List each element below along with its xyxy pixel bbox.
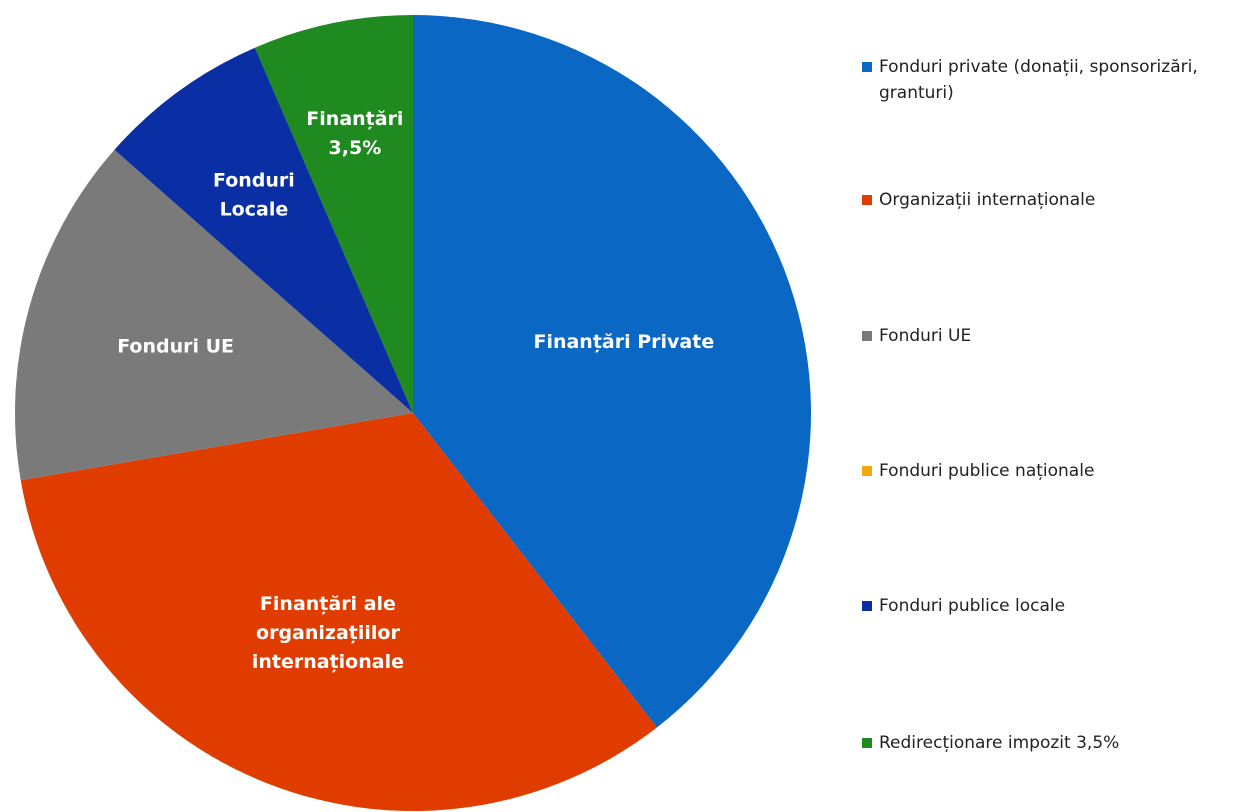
slice-data-label: Fonduri UE [117, 336, 234, 358]
legend-item: Redirecționare impozit 3,5% [862, 730, 1249, 756]
legend-item: Fonduri private (donații, sponsorizări, … [862, 54, 1249, 106]
legend-item: Organizații internaționale [862, 187, 1249, 213]
legend-label: Fonduri publice naționale [879, 461, 1095, 481]
slice-data-label: Finanțări ale organizațiilor internațional… [252, 593, 404, 673]
pie-slice [15, 149, 414, 481]
legend-item: Fonduri UE [862, 323, 1249, 349]
legend-item: Fonduri publice naționale [862, 458, 1249, 484]
legend-item: Fonduri publice locale [862, 593, 1249, 619]
legend-label: Fonduri private (donații, sponsorizări, … [879, 57, 1198, 103]
pie-plot: Finanțări Private Finanțări ale organizați… [15, 15, 811, 811]
legend-swatch [862, 331, 872, 341]
legend-label: Fonduri publice locale [879, 596, 1066, 616]
legend-label: Organizații internaționale [879, 190, 1096, 210]
legend-swatch [862, 738, 872, 748]
pie-slice [114, 47, 413, 414]
slice-data-label: Finanțări Private [533, 331, 714, 353]
pie-slice [413, 15, 811, 728]
legend-label: Redirecționare impozit 3,5% [879, 733, 1120, 753]
legend-swatch [862, 466, 872, 476]
legend-swatch [862, 62, 872, 72]
pie-slice [254, 15, 413, 413]
legend-label: Fonduri UE [879, 326, 972, 346]
legend-swatch [862, 601, 872, 611]
slice-data-label: Fonduri Locale [213, 170, 295, 221]
slice-data-label: Finanțări 3,5% [306, 108, 403, 159]
legend-swatch [862, 195, 872, 205]
pie-slice [20, 413, 657, 811]
